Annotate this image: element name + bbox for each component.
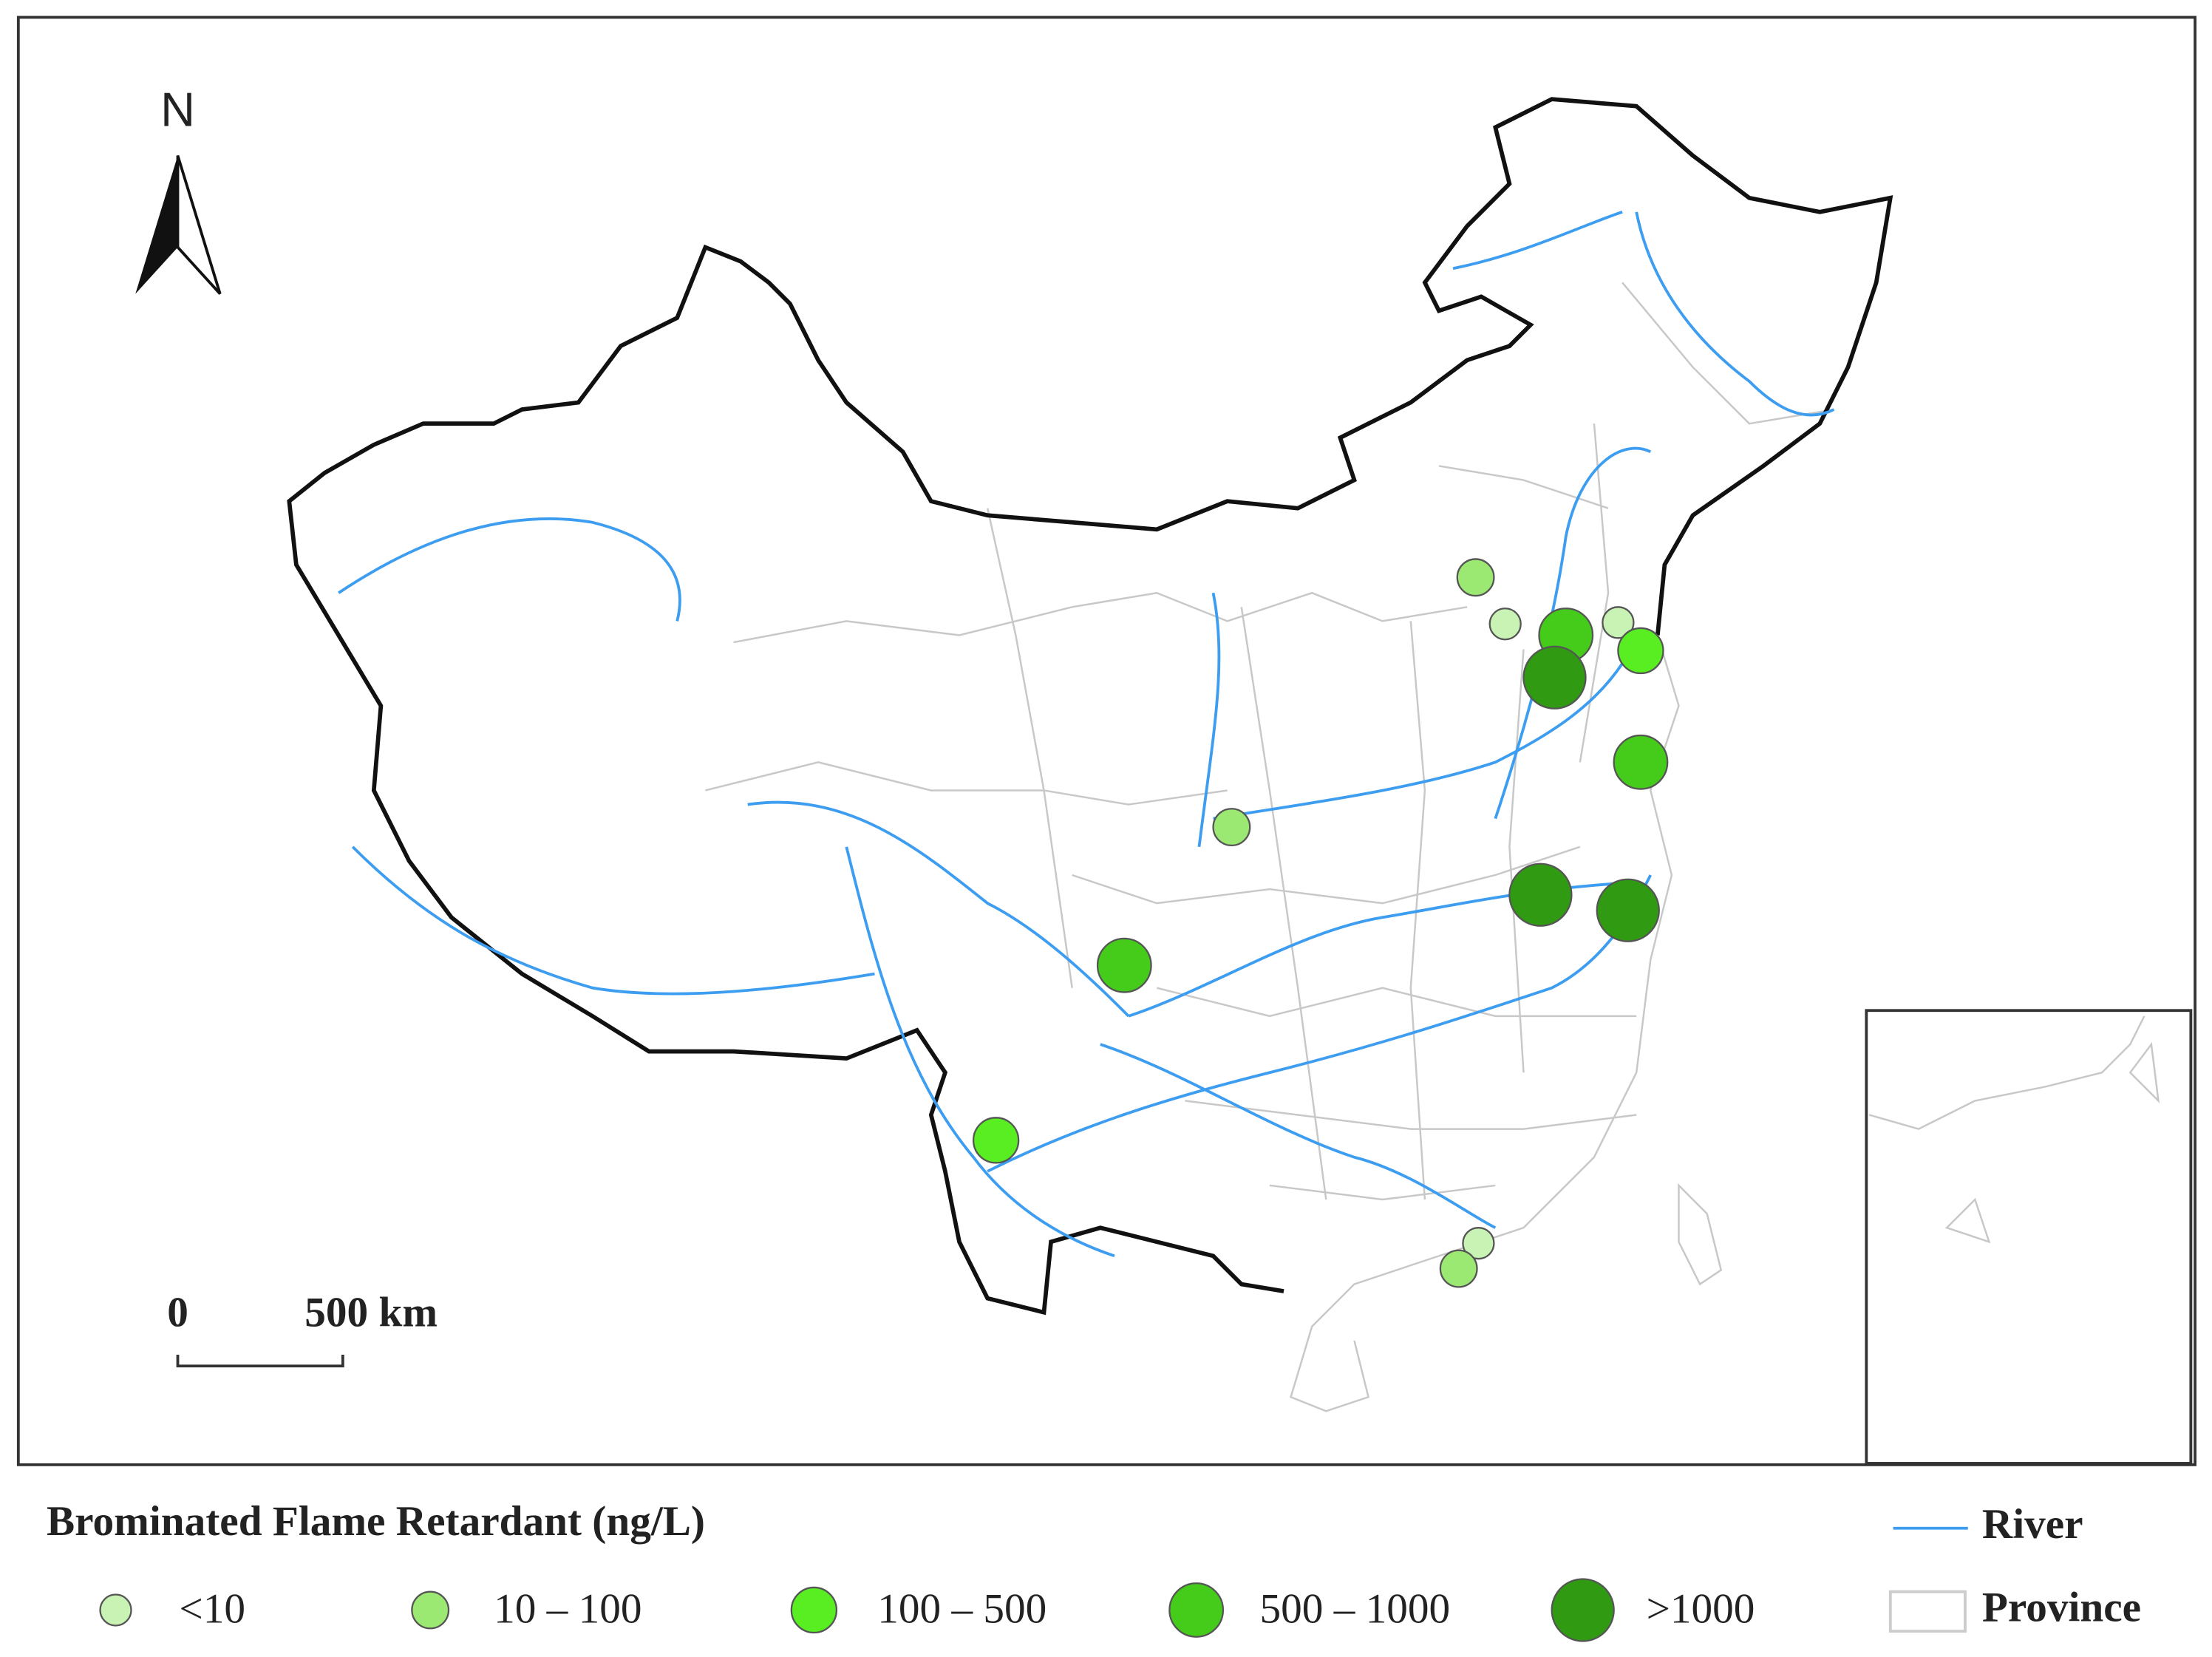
- north-arrow-left: [135, 155, 178, 294]
- legend-swatch: [99, 1593, 132, 1627]
- sites: [972, 558, 1669, 1288]
- sample-site: [1596, 878, 1660, 942]
- north-label: N: [160, 82, 195, 136]
- province-line: [705, 282, 1834, 1201]
- scale-zero: 0: [167, 1290, 188, 1336]
- sample-site: [1456, 558, 1495, 597]
- sample-site: [1522, 645, 1587, 710]
- legend-swatch: [411, 1590, 450, 1630]
- inset-coastline: [1868, 1015, 2160, 1244]
- north-arrow: N: [135, 82, 222, 295]
- sample-site: [1613, 734, 1669, 790]
- legend-title: Brominated Flame Retardant (ng/L): [47, 1498, 705, 1545]
- river-line: [338, 211, 1835, 1258]
- province-label: Province: [1982, 1585, 2141, 1631]
- north-arrow-right: [176, 154, 222, 295]
- legend-label: <10: [179, 1585, 245, 1632]
- sample-site: [1212, 808, 1251, 847]
- legend-swatch: [1168, 1582, 1225, 1638]
- country-border: [287, 97, 1893, 1316]
- scale-line: [176, 1354, 344, 1368]
- provinces: [705, 282, 1834, 1412]
- legend-label: 500 – 1000: [1260, 1585, 1451, 1632]
- legend-label: 100 – 500: [877, 1585, 1047, 1632]
- sample-site: [972, 1117, 1020, 1164]
- sample-site: [1617, 627, 1664, 675]
- legend-label: 10 – 100: [494, 1585, 642, 1632]
- sample-site: [1096, 937, 1152, 993]
- legend-swatch: [790, 1586, 838, 1634]
- legend-label: >1000: [1647, 1585, 1755, 1632]
- scale-bar: 0 500 km: [167, 1290, 438, 1368]
- rivers: [338, 211, 1835, 1258]
- sample-site: [1602, 606, 1635, 639]
- coastline: [1290, 635, 1723, 1412]
- scale-distance: 500 km: [304, 1290, 438, 1336]
- legend: Brominated Flame Retardant (ng/L) River …: [47, 1498, 2141, 1642]
- sample-site: [1508, 862, 1573, 927]
- river-label: River: [1982, 1501, 2083, 1548]
- sample-site: [1439, 1249, 1478, 1288]
- map-frame: [16, 16, 2197, 1466]
- inset-frame: [1865, 1009, 2193, 1465]
- sample-site: [1488, 608, 1522, 641]
- legend-swatch: [1551, 1578, 1615, 1642]
- sample-site: [1462, 1227, 1495, 1260]
- province-swatch: [1888, 1590, 1967, 1633]
